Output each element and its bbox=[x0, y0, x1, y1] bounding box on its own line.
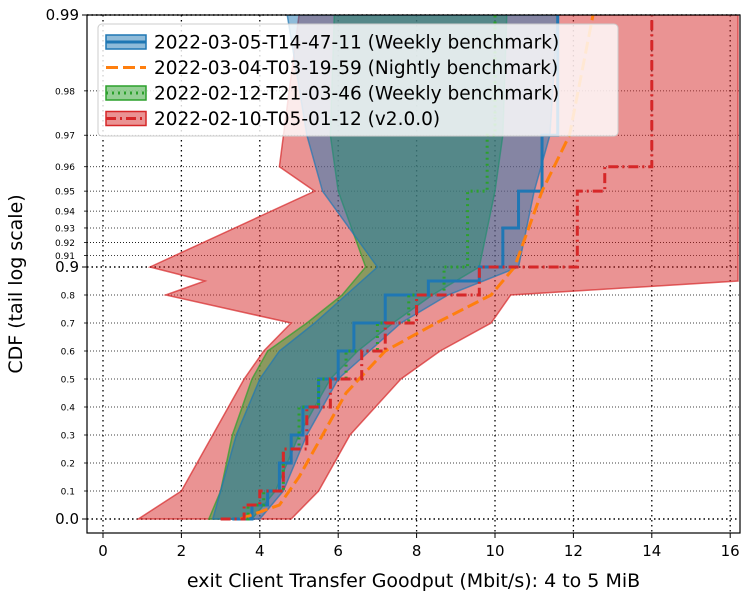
legend-entry-label: 2022-03-05-T14-47-11 (Weekly benchmark) bbox=[154, 33, 559, 54]
series-line bbox=[220, 15, 654, 521]
y-tick-label-minor: 0.93 bbox=[55, 224, 75, 234]
y-tick-label-major: 0.99 bbox=[46, 6, 79, 24]
y-tick-label-minor: 0.7 bbox=[61, 320, 75, 330]
legend-entry-label: 2022-03-04-T03-19-59 (Nightly benchmark) bbox=[154, 58, 558, 79]
y-axis-label: CDF (tail log scale) bbox=[5, 194, 27, 373]
y-tick-label-minor: 0.94 bbox=[55, 208, 75, 218]
x-tick-label: 14 bbox=[642, 542, 661, 560]
x-tick-label: 16 bbox=[721, 542, 740, 560]
plot-frame bbox=[86, 14, 741, 534]
legend-entry-label: 2022-02-10-T05-01-12 (v2.0.0) bbox=[154, 109, 440, 130]
x-tick-label: 4 bbox=[255, 542, 265, 560]
legend: 2022-03-05-T14-47-11 (Weekly benchmark) 2… bbox=[97, 23, 619, 137]
y-axis-ticks: 0.0 0.9 0.99 0.1 0.2 0.3 0.4 0.5 0.6 0.7 0.8 0.91 0.… bbox=[46, 6, 87, 528]
x-tick-label: 6 bbox=[333, 542, 343, 560]
y-tick-label-minor: 0.5 bbox=[61, 376, 75, 386]
y-tick-label-major: 0.9 bbox=[55, 258, 79, 276]
x-tick-label: 0 bbox=[98, 542, 108, 560]
y-tick-label-minor: 0.91 bbox=[55, 252, 75, 262]
series-lines bbox=[220, 15, 654, 521]
y-tick-label-minor: 0.95 bbox=[55, 188, 75, 198]
legend-entry-label: 2022-02-12-T21-03-46 (Weekly benchmark) bbox=[154, 84, 559, 105]
y-tick-label-minor: 0.6 bbox=[61, 348, 76, 358]
y-tick-label-minor: 0.2 bbox=[61, 460, 75, 470]
y-tick-label-major: 0.0 bbox=[55, 510, 79, 528]
y-tick-label-minor: 0.97 bbox=[55, 132, 75, 142]
legend-box bbox=[97, 23, 619, 137]
y-tick-label-minor: 0.92 bbox=[55, 239, 75, 249]
confidence-band bbox=[211, 15, 559, 520]
y-tick-label-minor: 0.4 bbox=[61, 404, 76, 414]
y-tick-label-minor: 0.3 bbox=[61, 432, 75, 442]
x-tick-label: 10 bbox=[485, 542, 504, 560]
series-line bbox=[239, 15, 595, 521]
y-tick-label-minor: 0.8 bbox=[61, 292, 76, 302]
x-tick-label: 8 bbox=[412, 542, 422, 560]
y-tick-label-minor: 0.96 bbox=[55, 163, 75, 173]
x-axis-label: exit Client Transfer Goodput (Mbit/s): 4… bbox=[187, 570, 640, 592]
y-tick-label-minor: 0.1 bbox=[61, 488, 75, 498]
y-tick-label-minor: 0.98 bbox=[55, 87, 75, 97]
x-axis-ticks: 0 2 4 6 8 10 12 14 16 bbox=[98, 533, 740, 560]
x-tick-label: 12 bbox=[564, 542, 583, 560]
x-tick-label: 2 bbox=[177, 542, 187, 560]
